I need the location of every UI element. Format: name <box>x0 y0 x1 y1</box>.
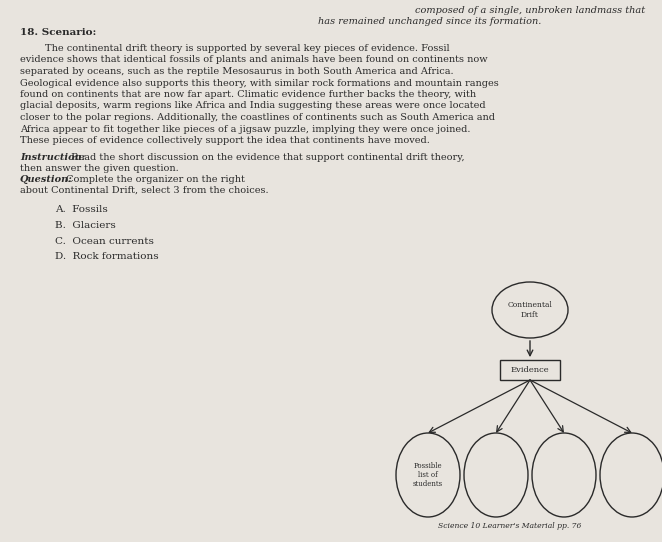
Text: Evidence: Evidence <box>510 366 549 374</box>
Text: B.  Glaciers: B. Glaciers <box>55 221 116 230</box>
Text: A.  Fossils: A. Fossils <box>55 205 108 215</box>
Text: These pieces of evidence collectively support the idea that continents have move: These pieces of evidence collectively su… <box>20 136 430 145</box>
Text: separated by oceans, such as the reptile Mesosaurus in both South America and Af: separated by oceans, such as the reptile… <box>20 67 453 76</box>
Text: glacial deposits, warm regions like Africa and India suggesting these areas were: glacial deposits, warm regions like Afri… <box>20 101 486 111</box>
Text: Instruction:: Instruction: <box>20 152 85 162</box>
Text: D.  Rock formations: D. Rock formations <box>55 252 159 261</box>
Text: has remained unchanged since its formation.: has remained unchanged since its formati… <box>318 17 542 26</box>
Text: Question:: Question: <box>20 175 73 184</box>
Text: Geological evidence also supports this theory, with similar rock formations and : Geological evidence also supports this t… <box>20 79 498 87</box>
Text: 18. Scenario:: 18. Scenario: <box>20 28 97 37</box>
Text: Science 10 Learner's Material pp. 76: Science 10 Learner's Material pp. 76 <box>438 522 582 530</box>
Text: Possible
list of
students: Possible list of students <box>413 462 443 488</box>
Text: about Continental Drift, select 3 from the choices.: about Continental Drift, select 3 from t… <box>20 186 269 195</box>
Text: composed of a single, unbroken landmass that: composed of a single, unbroken landmass … <box>415 6 645 15</box>
Text: Complete the organizer on the right: Complete the organizer on the right <box>63 175 245 184</box>
Text: then answer the given question.: then answer the given question. <box>20 164 179 173</box>
Text: Africa appear to fit together like pieces of a jigsaw puzzle, implying they were: Africa appear to fit together like piece… <box>20 125 471 133</box>
Text: Continental
Drift: Continental Drift <box>508 301 552 319</box>
Text: found on continents that are now far apart. Climatic evidence further backs the : found on continents that are now far apa… <box>20 90 476 99</box>
Text: The continental drift theory is supported by several key pieces of evidence. Fos: The continental drift theory is supporte… <box>20 44 449 53</box>
Text: evidence shows that identical fossils of plants and animals have been found on c: evidence shows that identical fossils of… <box>20 55 488 64</box>
Text: C.  Ocean currents: C. Ocean currents <box>55 236 154 246</box>
Text: closer to the polar regions. Additionally, the coastlines of continents such as : closer to the polar regions. Additionall… <box>20 113 495 122</box>
Text: Read the short discussion on the evidence that support continental drift theory,: Read the short discussion on the evidenc… <box>68 152 465 162</box>
